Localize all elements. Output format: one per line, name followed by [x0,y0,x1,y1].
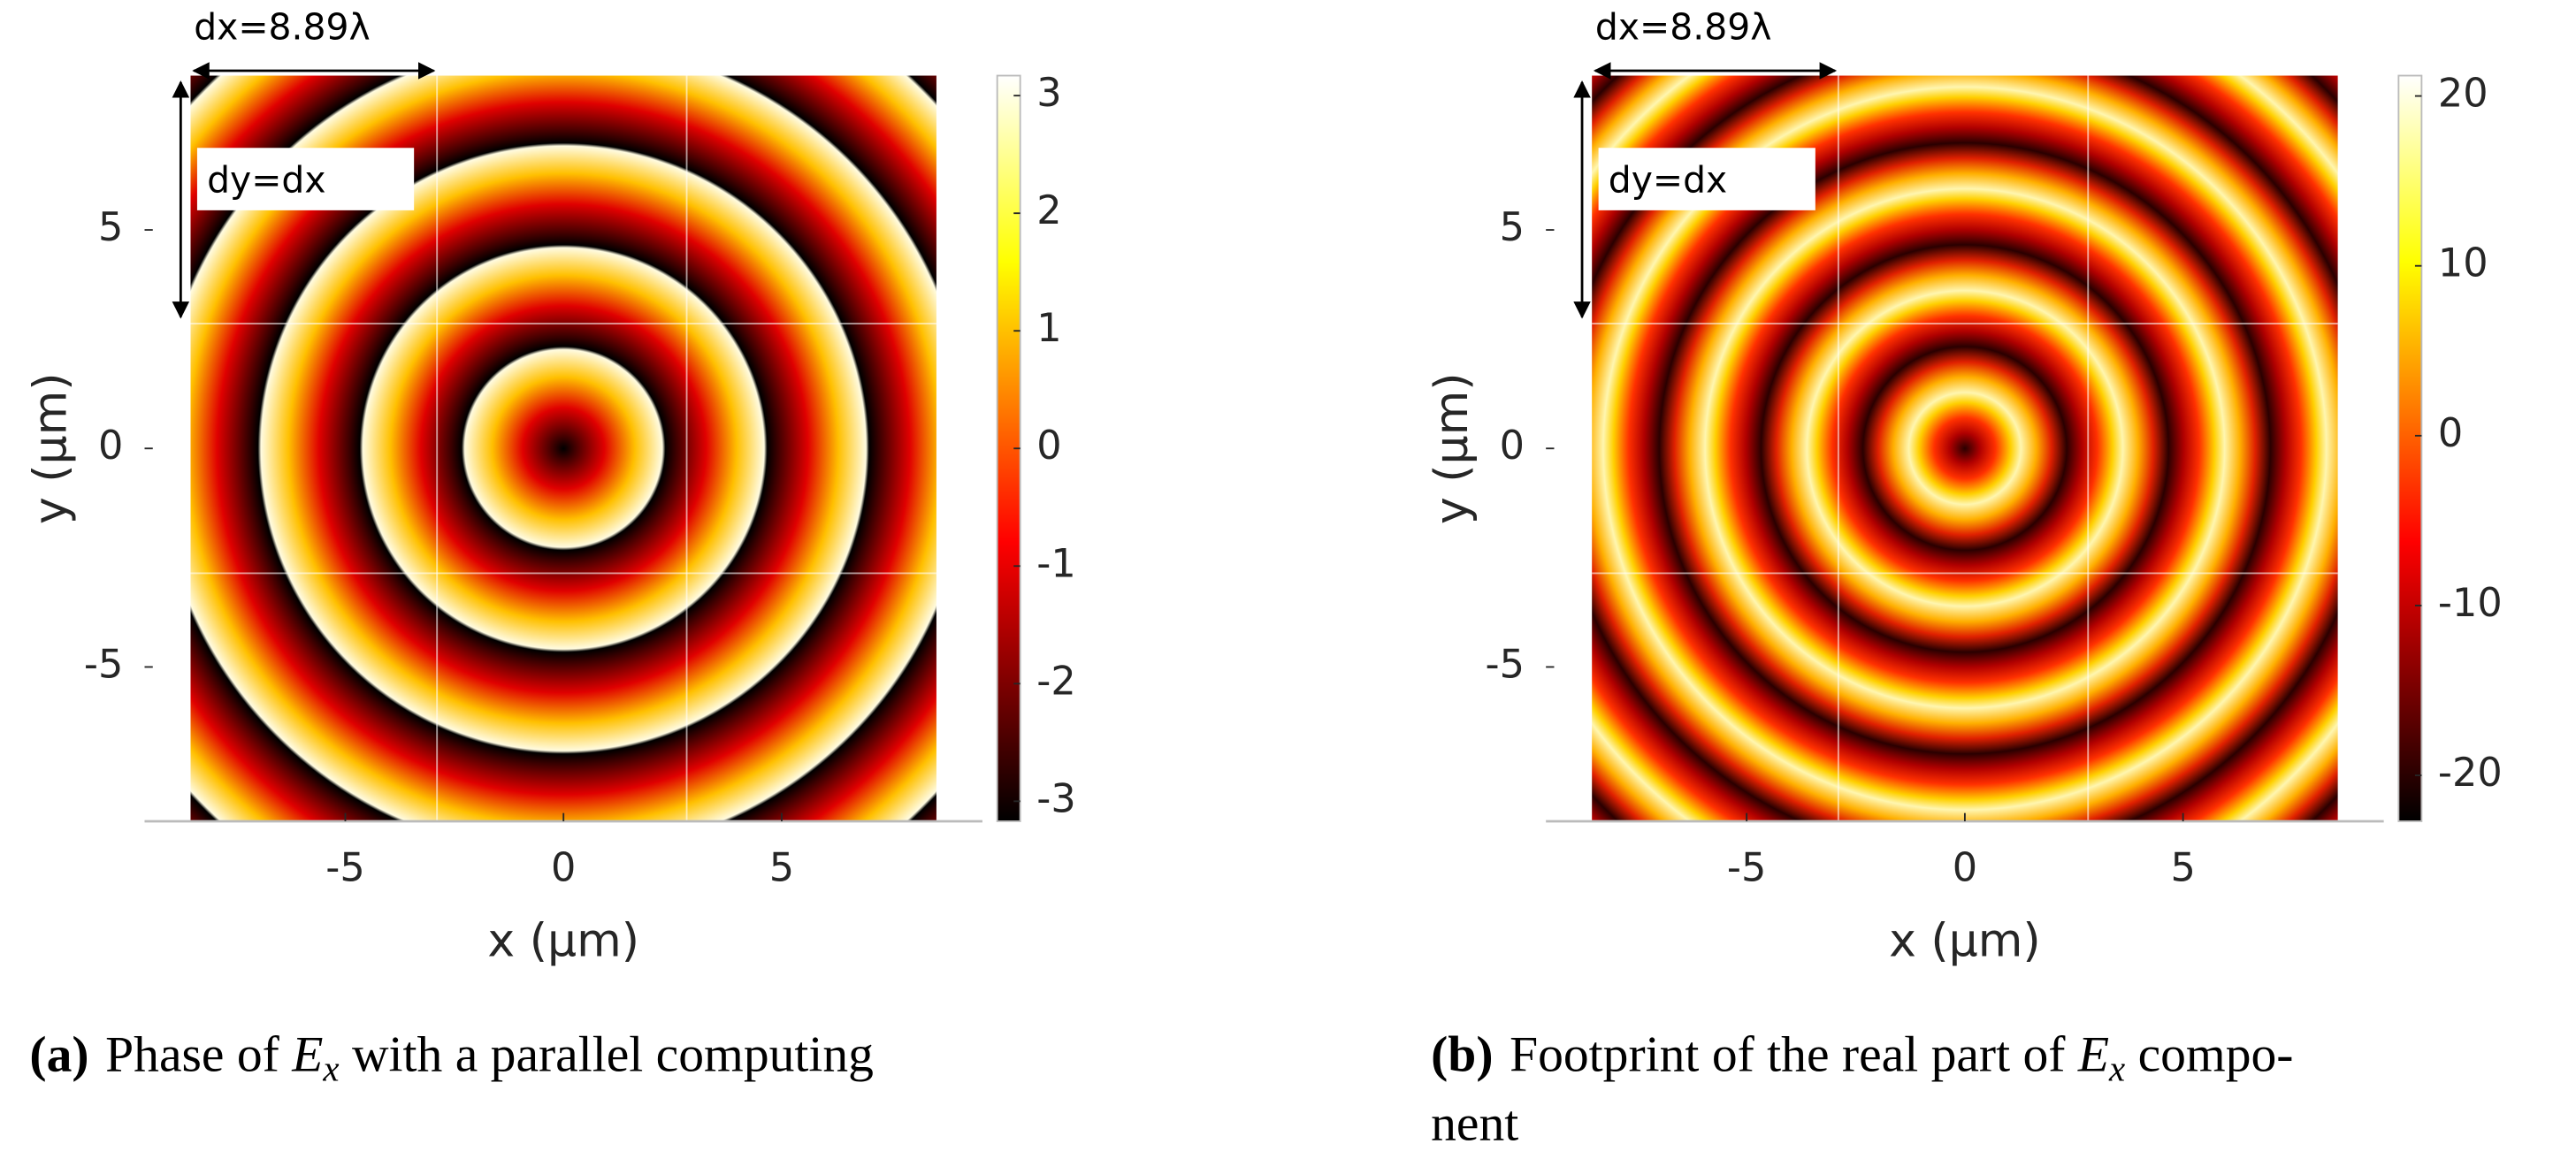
colorbar-tick-label: 0 [2438,410,2463,456]
caption-label: (a) [29,1026,88,1082]
y-tick-label: 5 [1500,204,1525,250]
colorbar-tick-label: 1 [1036,305,1061,351]
x-tick-label: 0 [1953,845,1977,891]
colorbar-tick-label: -10 [2438,580,2503,626]
panel: -5 0 5 -5 0 5 x (μm) y (μm) -3 -2 -1 0 1 2 3 dx=8.89λ dy… [24,6,1075,1089]
caption-label: (b) [1431,1026,1493,1082]
caption: (b) Footprint of the real part of Ex comp… [1431,1026,2293,1088]
annotation-box [196,148,415,210]
colorbar [2397,74,2423,822]
colorbar-tick-label: -3 [1036,775,1075,821]
caption-text: with a parallel computing [340,1026,874,1082]
x-axis-label: x (μm) [487,914,639,967]
colorbar-tick-label: 2 [1036,187,1061,233]
caption-text: Phase of [105,1026,292,1082]
annotation: dx=8.89λ [194,6,371,49]
x-tick-label: -5 [325,845,364,891]
caption: (a) Phase of Ex with a parallel computing [29,1026,874,1088]
panel: -5 0 5 -5 0 5 x (μm) y (μm) -20 -10 0 10 20 dx=8.89λ d… [1426,6,2503,1152]
colorbar-tick-label: -20 [2438,750,2503,796]
caption-line: nent [1431,1095,1518,1151]
y-axis-label: y (μm) [24,372,77,524]
colorbar-tick-label: 20 [2438,71,2488,117]
caption-text: Footprint of the real part of [1510,1026,2078,1082]
y-tick-label: 0 [1500,423,1525,469]
x-tick-label: 5 [2170,845,2195,891]
annotation-box [1598,148,1815,210]
x-tick-label: 0 [551,845,576,891]
colorbar-tick-label: 3 [1036,70,1061,116]
colorbar-tick-label: 10 [2438,240,2488,286]
y-axis-label: y (μm) [1426,372,1479,524]
y-tick-label: 0 [98,423,123,469]
x-tick-label: -5 [1727,845,1766,891]
caption-text: compo- [2125,1026,2293,1082]
y-tick-label: 5 [98,204,123,250]
annotation: dx=8.89λ [1595,6,1772,49]
caption-sub: x [322,1048,339,1088]
y-tick-label: -5 [84,641,123,687]
y-tick-label: -5 [1486,641,1525,687]
annotation: dy=dx [1609,158,1727,201]
colorbar-tick-label: -2 [1036,658,1075,704]
x-axis-label: x (μm) [1889,914,2041,967]
x-tick-label: 5 [769,845,794,891]
annotation: dy=dx [207,158,325,201]
caption-math: E [2077,1026,2109,1082]
caption-math: E [291,1026,323,1082]
caption-sub: x [2108,1048,2125,1088]
colorbar-tick-label: -1 [1036,540,1075,586]
colorbar-tick-label: 0 [1036,423,1061,469]
